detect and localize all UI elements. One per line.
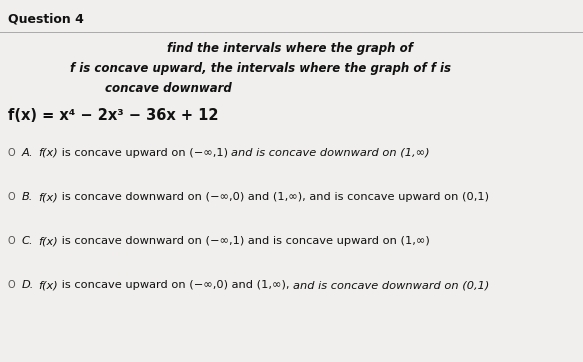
Text: is concave downward on (−∞,1) and is concave upward on (1,∞): is concave downward on (−∞,1) and is con… — [58, 236, 430, 246]
Text: is concave upward on (−∞,0) and (1,∞),: is concave upward on (−∞,0) and (1,∞), — [58, 280, 293, 290]
Text: O: O — [8, 236, 16, 246]
Text: C.: C. — [22, 236, 34, 246]
Text: f(x): f(x) — [38, 236, 58, 246]
Text: and is concave downward on (0,1): and is concave downward on (0,1) — [293, 280, 489, 290]
Text: f is concave upward, the intervals where the graph of f is: f is concave upward, the intervals where… — [69, 62, 451, 75]
Text: find the intervals where the graph of: find the intervals where the graph of — [167, 42, 413, 55]
Text: O: O — [8, 148, 16, 158]
Text: O: O — [8, 280, 16, 290]
Text: D.: D. — [22, 280, 34, 290]
Text: Question 4: Question 4 — [8, 12, 84, 25]
Text: O: O — [8, 192, 16, 202]
Text: is concave upward on (−∞,1): is concave upward on (−∞,1) — [58, 148, 231, 158]
Text: f(x) = x⁴ − 2x³ − 36x + 12: f(x) = x⁴ − 2x³ − 36x + 12 — [8, 108, 219, 123]
Text: and is concave downward on (1,∞): and is concave downward on (1,∞) — [231, 148, 430, 158]
Text: f(x): f(x) — [38, 148, 58, 158]
Text: concave downward: concave downward — [105, 82, 232, 95]
Text: A.: A. — [22, 148, 34, 158]
Text: f(x): f(x) — [38, 280, 58, 290]
Text: f(x): f(x) — [38, 192, 58, 202]
Text: B.: B. — [22, 192, 33, 202]
Text: is concave downward on (−∞,0) and (1,∞), and is concave upward on (0,1): is concave downward on (−∞,0) and (1,∞),… — [58, 192, 489, 202]
